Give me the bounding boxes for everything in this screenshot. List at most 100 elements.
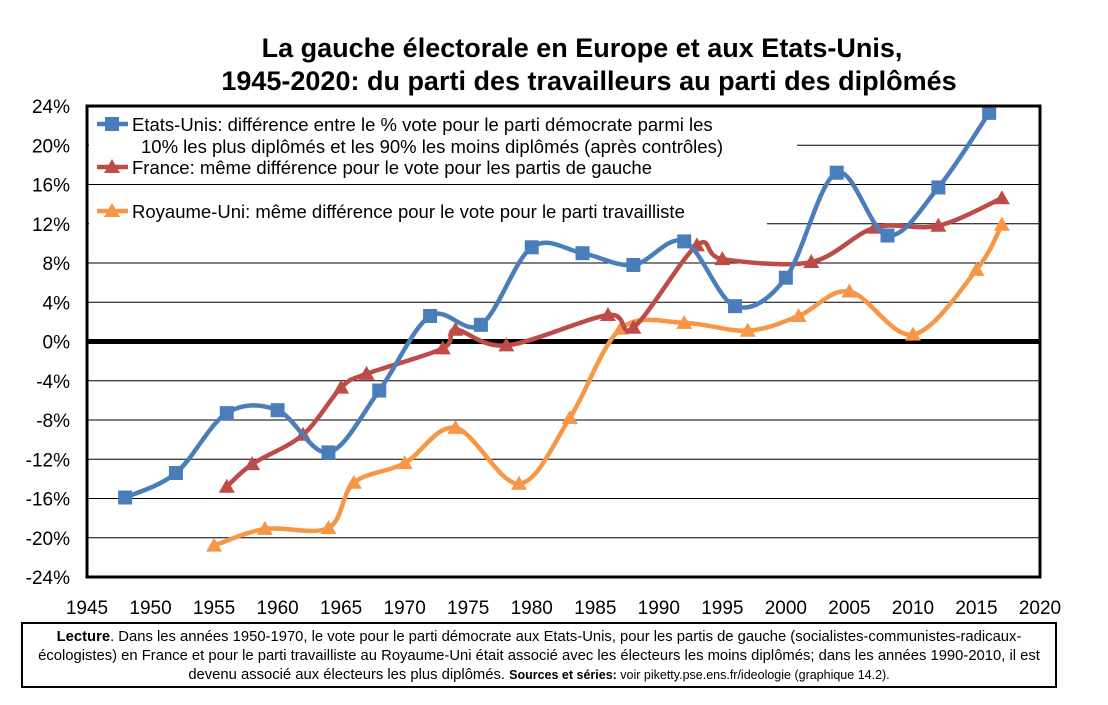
x-axis-ticks: 1945 1950 1955 1960 1965 1970 1975 1980 1985 1990… bbox=[66, 598, 1061, 619]
legend-marker bbox=[105, 117, 119, 131]
data-point bbox=[626, 257, 641, 272]
data-point bbox=[321, 445, 336, 460]
x-tick-label: 1995 bbox=[701, 598, 743, 619]
data-point bbox=[320, 519, 337, 534]
data-point bbox=[880, 228, 895, 243]
line-chart: 24% 20% 16% 12% 8% 4% 0% -4% -8% -12% -16% -20% -24%… bbox=[26, 97, 1062, 619]
data-point bbox=[447, 419, 464, 434]
data-point bbox=[473, 317, 488, 332]
data-point bbox=[982, 105, 997, 120]
x-tick-label: 1955 bbox=[193, 598, 235, 619]
note-sources-text: voir piketty.pse.ens.fr/ideologie (graph… bbox=[616, 668, 890, 682]
data-point bbox=[728, 299, 743, 314]
y-tick-label: -16% bbox=[26, 490, 70, 511]
data-point bbox=[829, 165, 844, 180]
series-0 bbox=[118, 105, 997, 505]
data-point bbox=[714, 251, 731, 266]
legend-entry-2: Royaume-Uni: même différence pour le vot… bbox=[97, 201, 685, 222]
legend-label: 10% les plus diplômés et les 90% les moi… bbox=[141, 136, 723, 157]
legend-label: Royaume-Uni: même différence pour le vot… bbox=[132, 201, 685, 222]
data-point bbox=[790, 307, 807, 322]
data-point bbox=[803, 254, 820, 269]
data-point bbox=[270, 403, 285, 418]
data-point bbox=[333, 379, 350, 394]
plot-frame bbox=[85, 104, 1042, 579]
legend-entry-1: France: même différence pour le vote pou… bbox=[97, 157, 652, 178]
data-point bbox=[930, 217, 947, 232]
y-tick-label: 20% bbox=[32, 136, 70, 157]
x-tick-label: 2010 bbox=[892, 598, 934, 619]
series-line bbox=[224, 195, 1005, 489]
x-tick-label: 2020 bbox=[1019, 598, 1061, 619]
data-point bbox=[396, 455, 413, 470]
data-point bbox=[993, 216, 1010, 231]
data-point bbox=[599, 307, 616, 322]
x-tick-label: 1945 bbox=[66, 598, 108, 619]
legend-background bbox=[89, 154, 709, 180]
x-tick-label: 1960 bbox=[256, 598, 298, 619]
chart-title: La gauche électorale en Europe et aux Et… bbox=[0, 32, 1108, 98]
data-point bbox=[434, 340, 451, 355]
data-point bbox=[625, 319, 642, 334]
legend-marker bbox=[104, 159, 120, 173]
series-2 bbox=[206, 216, 1010, 552]
data-point bbox=[676, 314, 693, 329]
y-tick-label: 12% bbox=[32, 215, 70, 236]
x-tick-label: 2005 bbox=[828, 598, 870, 619]
data-point bbox=[498, 337, 515, 352]
data-point bbox=[219, 406, 234, 421]
y-tick-label: 0% bbox=[43, 333, 71, 354]
legend-label: France: même différence pour le vote pou… bbox=[132, 157, 652, 178]
y-tick-label: 16% bbox=[32, 176, 70, 197]
data-point bbox=[931, 180, 946, 195]
y-tick-label: -4% bbox=[36, 372, 70, 393]
note-lead: Lecture bbox=[56, 629, 111, 645]
data-point bbox=[778, 270, 793, 285]
series-line bbox=[211, 222, 1005, 548]
data-point bbox=[168, 465, 183, 480]
data-point bbox=[206, 537, 223, 552]
note-text: . Dans les années 1950-1970, le vote pou… bbox=[38, 629, 1040, 683]
data-point bbox=[739, 322, 756, 337]
chart-title-line-2: 1945-2020: du parti des travailleurs au … bbox=[221, 66, 957, 96]
legend-entry-0: Etats-Unis: différence entre le % vote p… bbox=[97, 114, 723, 157]
data-point bbox=[256, 520, 273, 535]
x-tick-label: 1950 bbox=[129, 598, 171, 619]
y-tick-label: -24% bbox=[26, 568, 70, 589]
x-tick-label: 1985 bbox=[574, 598, 616, 619]
y-tick-label: 8% bbox=[43, 254, 71, 275]
x-tick-label: 1980 bbox=[511, 598, 553, 619]
data-point bbox=[372, 383, 387, 398]
legend-background bbox=[89, 108, 797, 154]
legend-marker bbox=[104, 203, 120, 217]
x-tick-label: 1970 bbox=[384, 598, 426, 619]
series-layer bbox=[118, 105, 1010, 552]
data-point bbox=[447, 321, 464, 336]
y-tick-label: 24% bbox=[32, 97, 70, 118]
y-tick-label: -20% bbox=[26, 529, 70, 550]
data-point bbox=[358, 365, 375, 380]
data-point bbox=[904, 326, 921, 341]
data-point bbox=[118, 490, 133, 505]
reading-note: Lecture. Dans les années 1950-1970, le v… bbox=[21, 622, 1057, 688]
x-tick-label: 1990 bbox=[638, 598, 680, 619]
y-axis-ticks: 24% 20% 16% 12% 8% 4% 0% -4% -8% -12% -16% -20% -24% bbox=[26, 97, 70, 589]
legend-label: Etats-Unis: différence entre le % vote p… bbox=[132, 114, 713, 135]
x-tick-label: 1975 bbox=[447, 598, 489, 619]
note-sources-label: Sources et séries: bbox=[509, 668, 617, 682]
y-tick-label: 4% bbox=[43, 293, 71, 314]
chart-title-line-1: La gauche électorale en Europe et aux Et… bbox=[261, 33, 903, 63]
data-point bbox=[218, 478, 235, 493]
data-point bbox=[993, 190, 1010, 205]
data-point bbox=[841, 283, 858, 298]
x-tick-label: 2015 bbox=[955, 598, 997, 619]
data-point bbox=[524, 240, 539, 255]
data-point bbox=[561, 410, 578, 425]
data-point bbox=[423, 308, 438, 323]
legend: Etats-Unis: différence entre le % vote p… bbox=[89, 108, 797, 226]
y-tick-label: -8% bbox=[36, 411, 70, 432]
y-tick-label: -12% bbox=[26, 450, 70, 471]
data-point bbox=[244, 456, 261, 471]
data-point bbox=[575, 246, 590, 261]
data-point bbox=[345, 474, 362, 489]
